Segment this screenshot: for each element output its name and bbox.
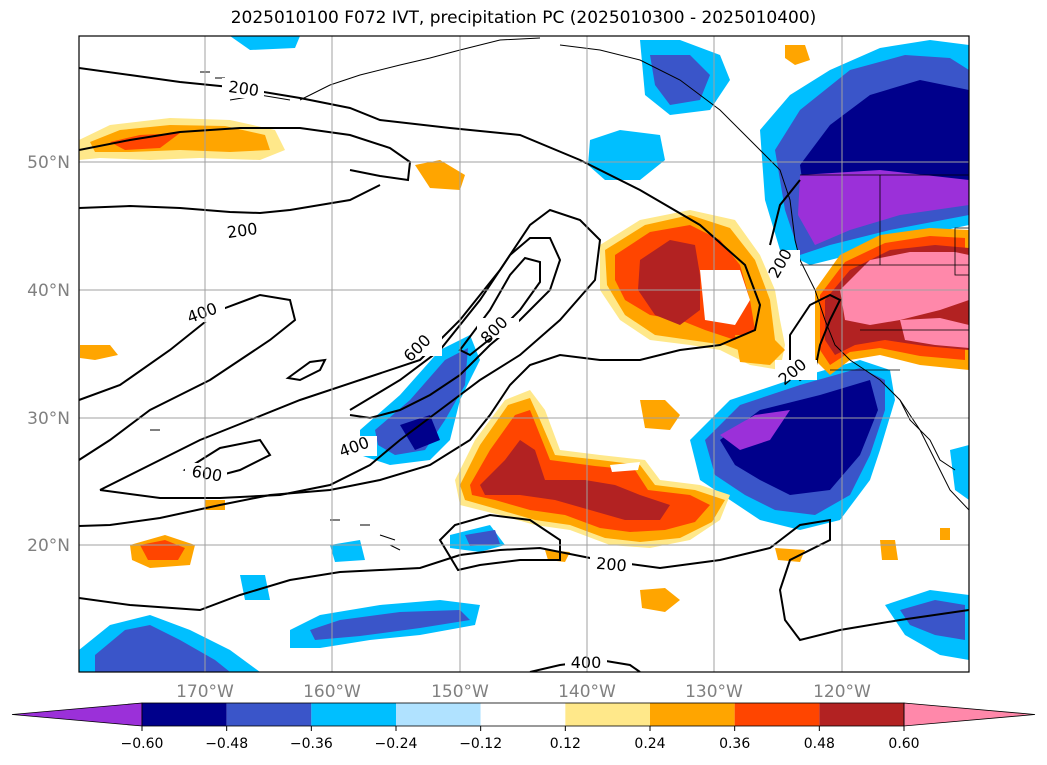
colorbar-tick-label: −0.36 [290, 736, 333, 752]
colorbar-segment [142, 703, 227, 726]
map-frame [78, 35, 970, 673]
colorbar-tick-label: −0.24 [375, 736, 418, 752]
latitude-labels: 50°N 40°N 30°N 20°N [27, 153, 70, 556]
colorbar-tick-label: −0.60 [121, 736, 164, 752]
colorbar-tick-label: 0.36 [719, 736, 750, 752]
colorbar-segment [480, 703, 566, 726]
colorbar-outline [141, 702, 905, 727]
lon-label: 130°W [685, 682, 743, 702]
contour-label: 200 [595, 554, 627, 576]
colorbar-ticks: −0.60 −0.48 −0.36 −0.24 −0.12 0.12 0.24 0.36 0.4… [121, 726, 920, 752]
lon-label: 140°W [558, 682, 616, 702]
colorbar-tick-label: 0.12 [550, 736, 581, 752]
lat-label: 50°N [27, 153, 70, 173]
colorbar-segment [650, 703, 735, 726]
contour-label: 200 [226, 219, 259, 242]
gridlines [79, 36, 969, 672]
colorbar-segment [226, 703, 312, 726]
lon-label: 170°W [176, 682, 234, 702]
lat-label: 20°N [27, 536, 70, 556]
colorbar-tick-label: 0.24 [634, 736, 665, 752]
colorbar-segment [311, 703, 396, 726]
colorbar [11, 702, 1036, 727]
colorbar-tick-label: 0.60 [888, 736, 919, 752]
colorbar-segment [565, 703, 650, 726]
contour-label: 400 [571, 653, 602, 672]
colorbar-tick-label: −0.48 [205, 736, 248, 752]
positive-pc-central-pacific [455, 335, 805, 612]
colorbar-segment [734, 703, 820, 726]
negative-pc-california-offshore [690, 360, 969, 530]
map-content: 200 200 200 200 200 400 400 400 600 600 … [79, 36, 969, 672]
colorbar-segment [396, 703, 481, 726]
lat-label: 30°N [27, 409, 70, 429]
colorbar-extend-high [903, 702, 1036, 727]
contour-label: 200 [227, 77, 260, 100]
lon-label: 160°W [303, 682, 361, 702]
contour-label-gaps [183, 78, 817, 672]
lat-label: 40°N [27, 281, 70, 301]
lon-label: 150°W [431, 682, 489, 702]
negative-pc-southern-bands [79, 575, 969, 672]
colorbar-extend-low [11, 702, 143, 727]
map-title: 2025010100 F072 IVT, precipitation PC (2… [230, 8, 817, 28]
longitude-labels: 170°W 160°W 150°W 140°W 130°W 120°W [176, 682, 871, 702]
colorbar-tick-label: −0.12 [459, 736, 502, 752]
colorbar-tick-label: 0.48 [804, 736, 835, 752]
lon-label: 120°W [813, 682, 871, 702]
colorbar-segment [819, 703, 904, 726]
state-borders [800, 174, 969, 371]
